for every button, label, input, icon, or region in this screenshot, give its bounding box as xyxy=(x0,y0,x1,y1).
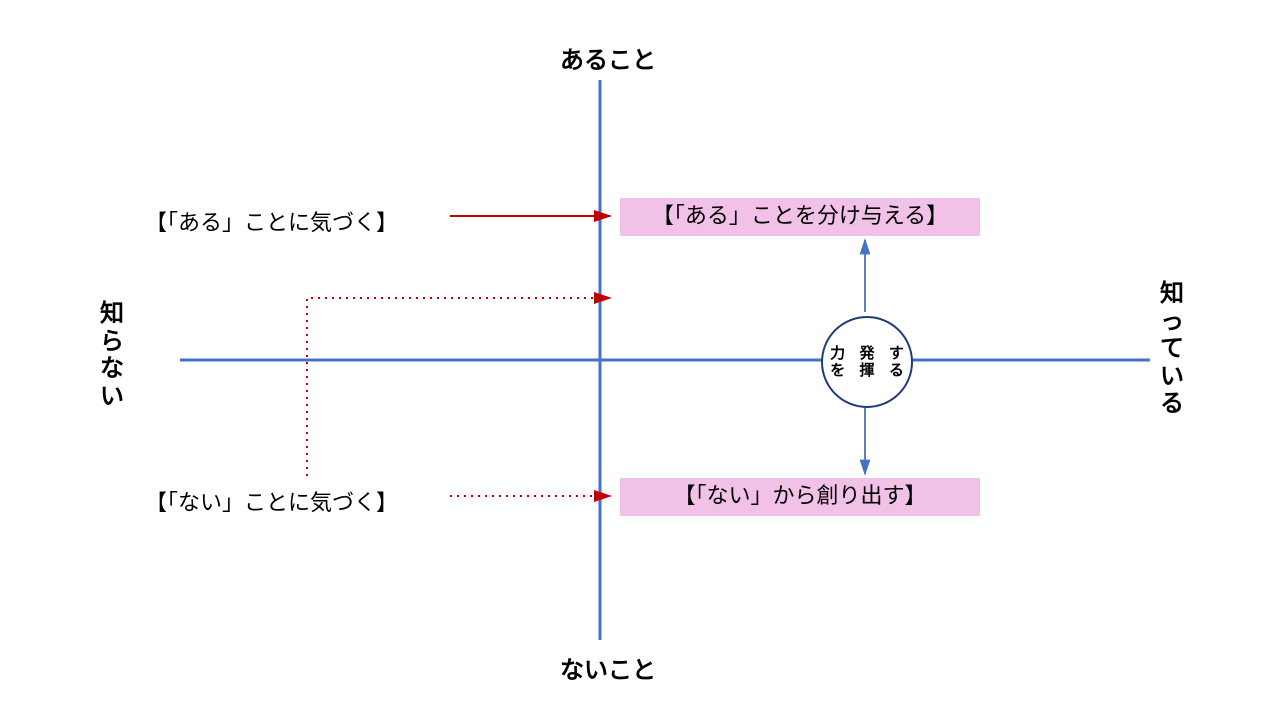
axis-label-left: 知らない xyxy=(100,300,124,410)
quadrant-label-bottom-left: 【「ない」ことに気づく】 xyxy=(145,485,398,517)
arrow-red-dotted-l xyxy=(307,298,610,476)
circle-node: 力を発揮する xyxy=(821,316,913,408)
diagram-stage: あること ないこと 知らない 知っている 【「ある」ことに気づく】 【「ない」こ… xyxy=(0,0,1280,720)
axis-label-bottom: ないこと xyxy=(560,650,656,685)
box-bottom-right: 【「ない」から創り出す】 xyxy=(620,478,980,516)
quadrant-label-top-left: 【「ある」ことに気づく】 xyxy=(145,205,398,237)
axis-label-right: 知っている xyxy=(1160,280,1184,418)
axis-label-top: あること xyxy=(560,40,656,75)
box-top-right: 【「ある」ことを分け与える】 xyxy=(620,198,980,236)
svg-layer xyxy=(0,0,1280,720)
